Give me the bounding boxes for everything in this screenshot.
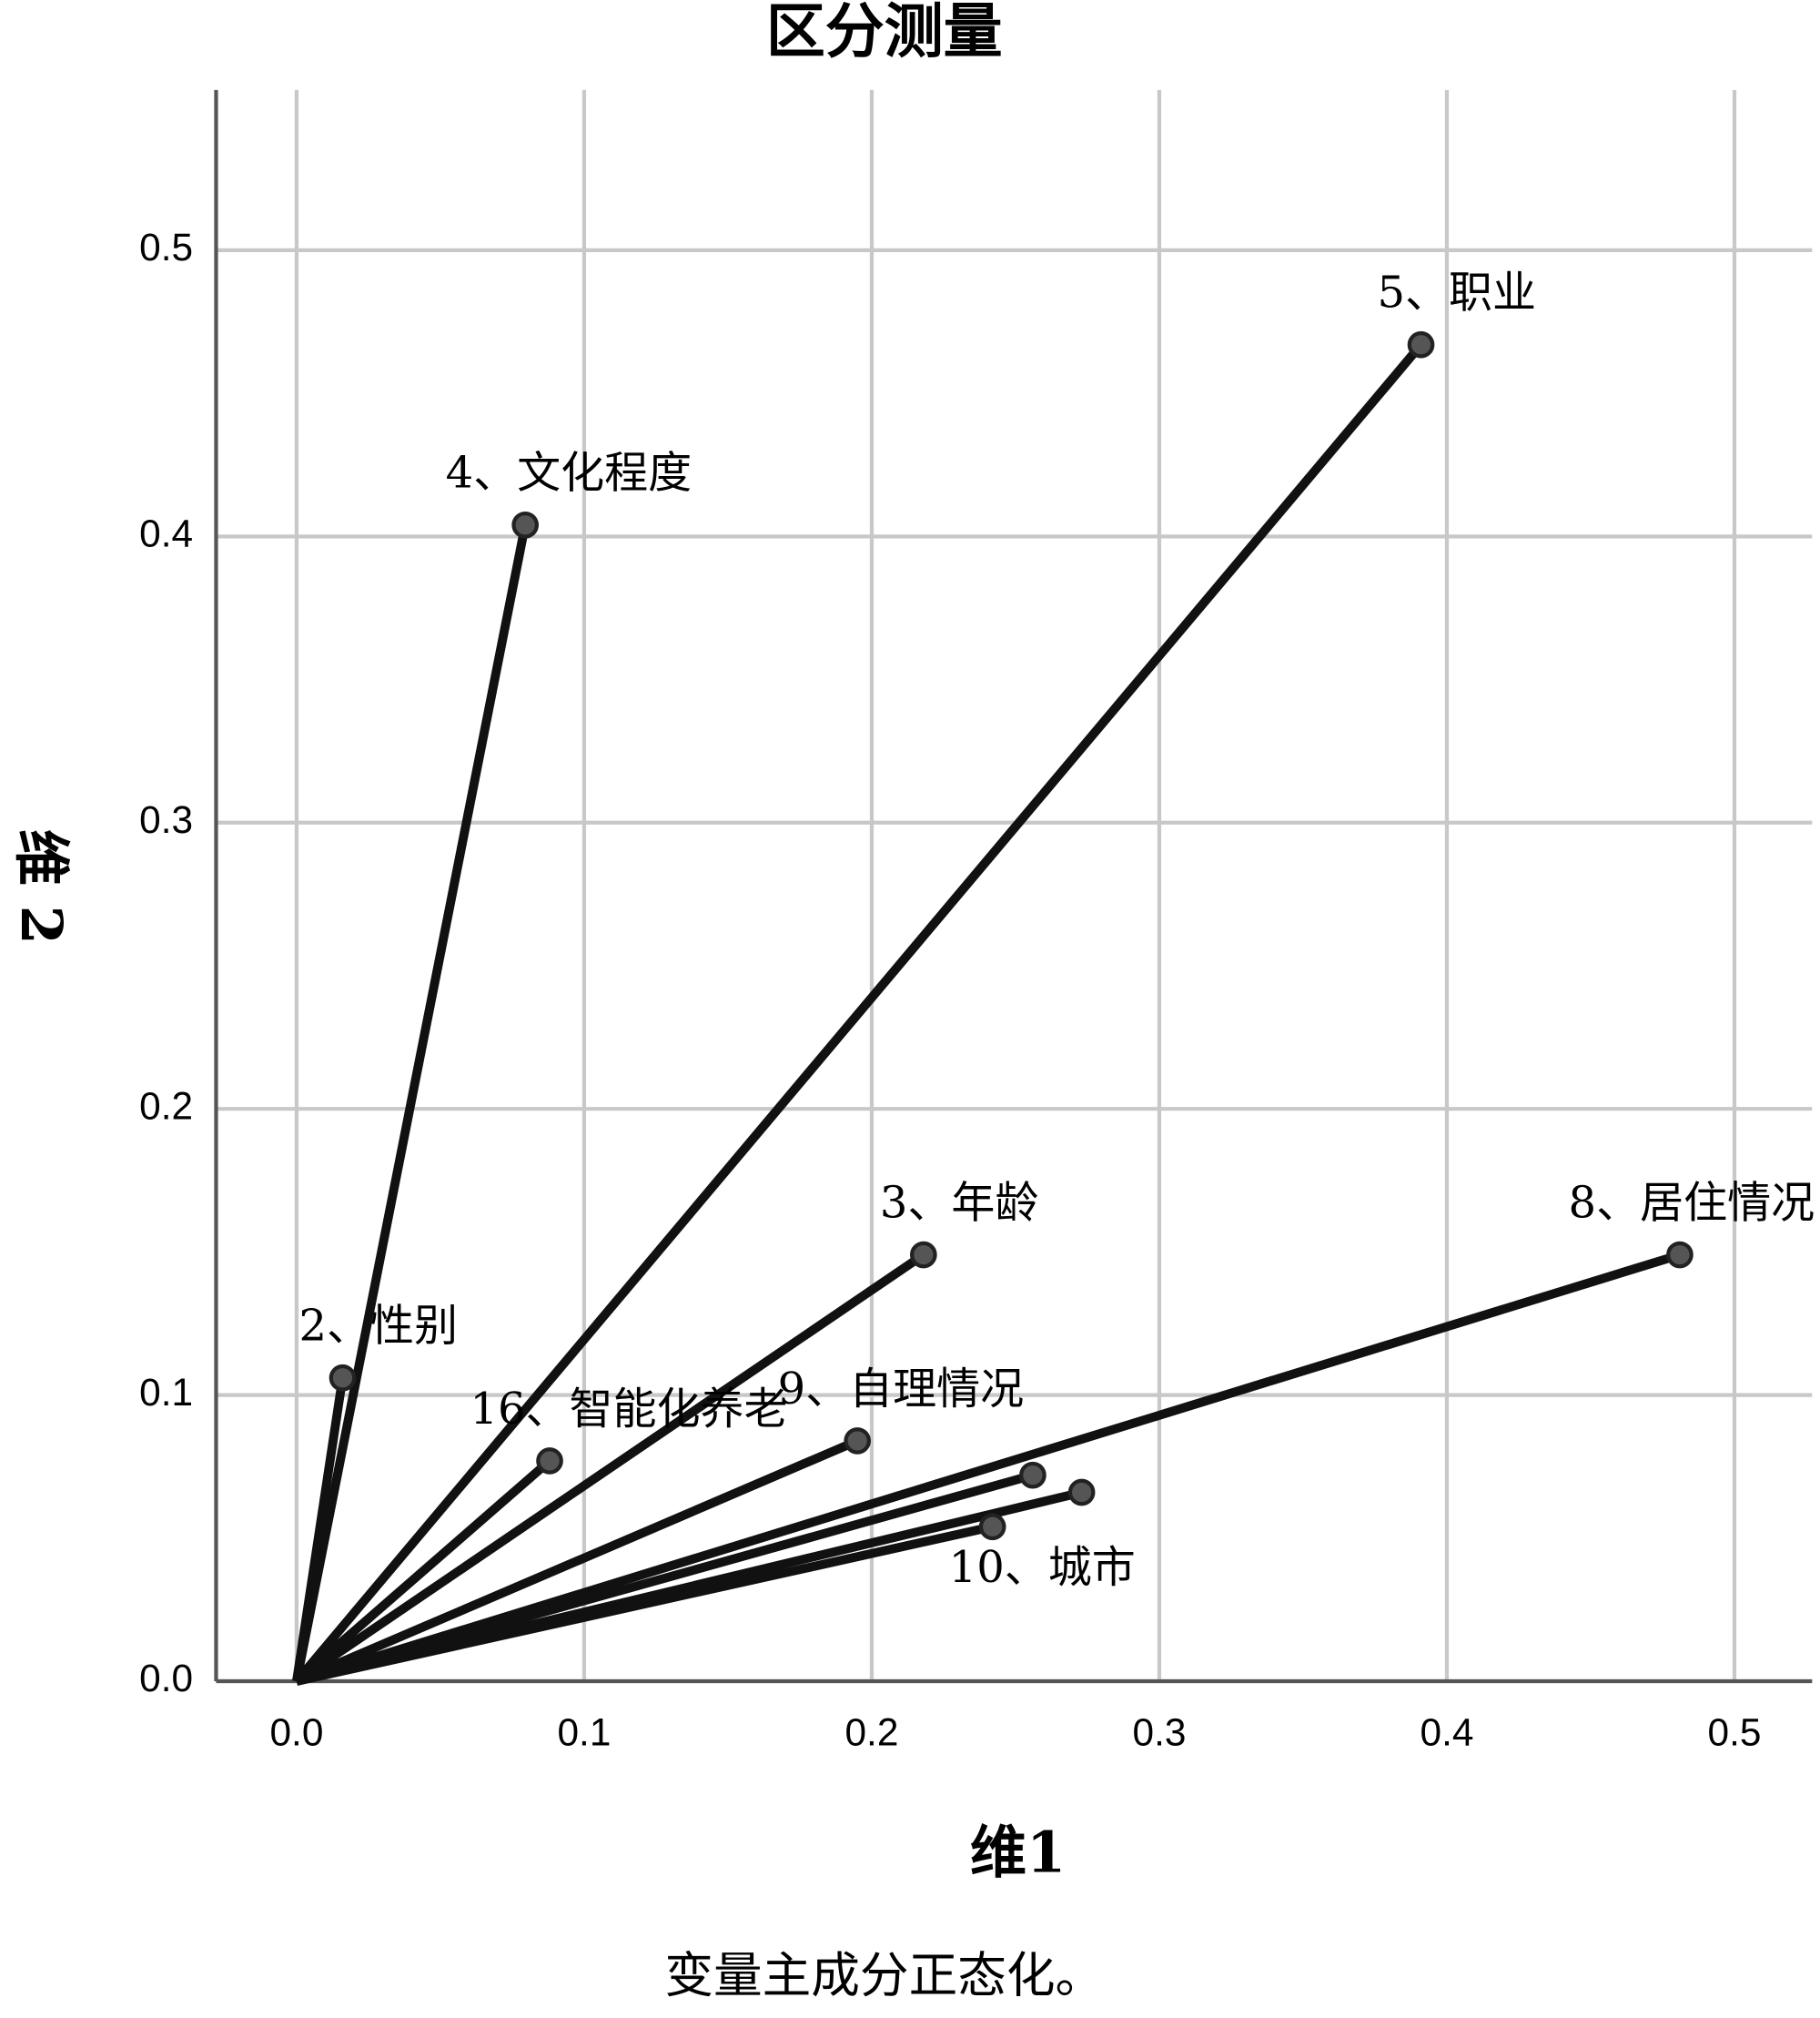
vector-line [293,1457,553,1685]
y-tick-label: 0.4 [139,512,193,555]
point [536,1447,563,1475]
point-label: 4、文化程度 [446,448,693,499]
y-axis-label: 维 2 [8,829,75,945]
x-tick-label: 0.5 [1708,1711,1762,1754]
vector-line [294,1436,860,1686]
point-label: 16、智能化养老 [470,1384,787,1435]
y-tick-label: 0.0 [139,1657,193,1699]
point-label: 8、居住情况 [1569,1177,1815,1228]
y-tick-label: 0.3 [139,798,193,841]
point-label: 9、自理情况 [778,1364,1025,1415]
vector-line [295,1470,1035,1686]
chart-note: 变量主成分正态化。 [664,1947,1104,2004]
point [910,1241,937,1269]
point [1666,1241,1694,1269]
vector-line [294,1251,926,1686]
point [978,1513,1006,1541]
point [1067,1478,1096,1506]
chart-title: 区分测量 [766,0,1003,66]
point-label: 3、年龄 [880,1177,1039,1228]
point [844,1427,871,1455]
y-tick-label: 0.1 [139,1371,193,1414]
point [329,1364,357,1392]
point-label: 2、性别 [298,1301,458,1352]
x-tick-label: 0.0 [270,1711,324,1754]
vector-line [295,1522,994,1686]
vector-line [292,1377,348,1682]
vector-line [295,1250,1682,1686]
point-label: 10、城市 [949,1542,1136,1593]
vector-line [293,341,1425,1685]
vector-line [292,523,531,1682]
x-tick-label: 0.1 [558,1711,612,1754]
x-axis-label: 维1 [970,1819,1066,1885]
y-tick-label: 0.5 [139,226,193,269]
x-tick-label: 0.2 [845,1711,899,1754]
x-tick-label: 0.4 [1421,1711,1474,1754]
point-label: 5、职业 [1378,268,1537,319]
point [1019,1461,1046,1489]
point [1407,330,1435,359]
y-tick-label: 0.2 [139,1084,193,1127]
point [511,511,539,539]
x-tick-label: 0.3 [1133,1711,1187,1754]
